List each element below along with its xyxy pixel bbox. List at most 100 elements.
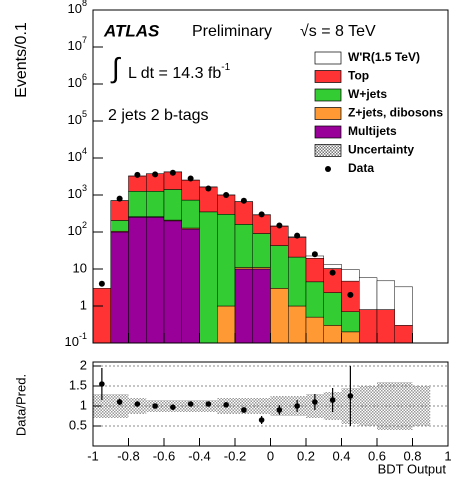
uncertainty-band [394, 382, 413, 430]
y-tick-label: 1.5 [69, 377, 87, 392]
y-tick-exp: 8 [82, 0, 87, 8]
x-tick-label: 0.8 [403, 448, 421, 463]
stack-segment [288, 237, 307, 258]
y-tick-label: 1 [80, 297, 87, 312]
legend-label: Z+jets, dibosons [348, 106, 443, 120]
stack-segment [234, 224, 253, 268]
ratio-point [312, 399, 318, 405]
stack-segment [376, 280, 395, 310]
legend-label: Multijets [348, 124, 397, 138]
integral-sign: ∫ [110, 52, 122, 83]
stack-segment [252, 268, 271, 343]
data-point [116, 195, 123, 202]
data-point [329, 269, 336, 276]
stack-segment [128, 217, 147, 343]
lumi-exp: -1 [221, 62, 230, 73]
energy-label: √s = 8 TeV [300, 23, 376, 40]
y-label: Events/0.1 [13, 22, 30, 98]
y-tick-base: 10 [68, 38, 82, 53]
y-tick-label: 2 [80, 357, 87, 372]
uncertainty-band [235, 398, 253, 414]
ratio-point [99, 381, 105, 387]
y-tick-label: 104 [68, 146, 87, 164]
y-tick-exp: 7 [82, 35, 87, 45]
stack-segment [288, 305, 307, 343]
y-tick-base: 10 [68, 149, 82, 164]
ratio-point [276, 407, 283, 413]
ratio-point [241, 407, 247, 413]
stack-segment [110, 200, 129, 221]
data-point [152, 171, 159, 178]
stack-segment [93, 288, 111, 343]
ratio-frame [92, 361, 449, 447]
x-tick-label: -0.2 [224, 448, 246, 463]
legend-swatch [314, 125, 342, 139]
stack-segment [288, 256, 307, 307]
legend-label: Data [348, 161, 374, 175]
y-tick-base: 10 [68, 186, 82, 201]
stack-segment [146, 217, 165, 343]
selection-label: 2 jets 2 b-tags [108, 107, 209, 124]
y-tick-label: 108 [68, 0, 87, 16]
stack-segment [341, 269, 360, 282]
y-tick-base: 10 [68, 112, 82, 127]
ratio-point [134, 401, 141, 407]
y-tick-label: 107 [68, 35, 87, 53]
stack-segment [341, 331, 360, 343]
stack-segment [359, 309, 378, 343]
atlas-label: ATLAS [103, 21, 160, 40]
stack-segment [394, 286, 413, 326]
stack-segment [217, 214, 236, 307]
stack-segment [323, 264, 342, 269]
ratio-point [116, 399, 123, 405]
y-tick-label: 106 [68, 72, 87, 90]
ratio-point [187, 401, 194, 407]
y-tick-label: 103 [68, 183, 87, 201]
y-tick-label: 10-1 [65, 331, 87, 349]
legend-label: Top [348, 69, 369, 83]
legend-swatch [314, 88, 342, 102]
stack-segment [252, 214, 271, 234]
lumi-text: L dt = 14.3 fb [128, 65, 221, 82]
legend-label: W+jets [348, 87, 387, 101]
y-tick-label: 102 [68, 220, 87, 238]
y-tick-exp: 4 [82, 146, 87, 156]
x-tick-label: 1 [444, 448, 451, 463]
stack-segment [359, 277, 378, 310]
stack-segment [270, 288, 289, 343]
y-tick-exp: 2 [82, 220, 87, 230]
stack-segment [234, 268, 253, 343]
stack-segment [110, 220, 129, 232]
y-tick-exp: -1 [79, 331, 87, 341]
ratio-y-label: Data/Pred. [13, 374, 28, 436]
x-tick-label: -1 [87, 448, 99, 463]
data-point [205, 185, 212, 192]
x-tick-label: -0.4 [188, 448, 210, 463]
stack-segment [341, 311, 360, 333]
stack-segment [270, 245, 289, 289]
data-point [240, 197, 247, 204]
stack-segment [163, 189, 182, 221]
stack-segment [305, 258, 324, 283]
ratio-point [347, 393, 354, 399]
y-tick-base: 10 [68, 223, 82, 238]
y-tick-base: 10 [68, 1, 82, 16]
x-label: BDT Output [378, 461, 447, 476]
legend-label: W'R(1.5 TeV) [348, 50, 420, 64]
stack-segment [252, 233, 271, 268]
data-point [169, 169, 176, 176]
y-tick-label: 10 [73, 260, 87, 275]
ratio-point [329, 397, 336, 403]
ratio-point [170, 404, 176, 411]
data-point [134, 171, 141, 178]
stack-segment [181, 199, 200, 229]
x-tick-label: 0.2 [297, 448, 315, 463]
data-point [98, 280, 105, 287]
y-tick-base: 10 [65, 334, 79, 349]
stack-segment [323, 292, 342, 326]
stack-segment [376, 309, 395, 343]
ratio-point [152, 403, 158, 409]
data-point [294, 232, 301, 239]
ratio-point [205, 401, 212, 407]
